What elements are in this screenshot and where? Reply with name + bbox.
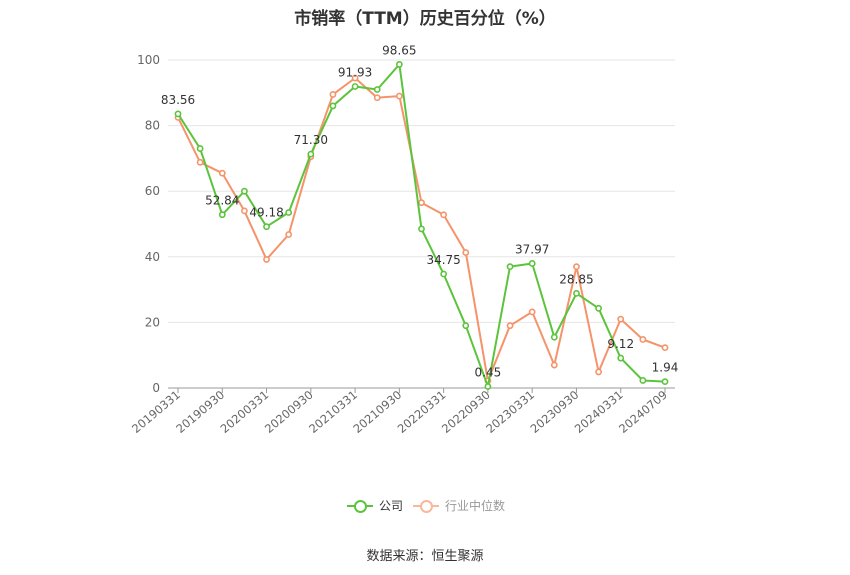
data-point-industry-median xyxy=(351,74,359,82)
data-point-company xyxy=(661,378,669,386)
chart-title: 市销率（TTM）历史百分位（%） xyxy=(294,9,556,29)
data-point-industry-median xyxy=(617,315,625,323)
data-point-company xyxy=(263,223,270,231)
x-tick-label: 20240331 xyxy=(572,388,626,436)
y-tick-label: 40 xyxy=(145,250,160,264)
data-label: 34.75 xyxy=(426,253,460,267)
data-point-company xyxy=(418,225,425,233)
data-point-industry-median xyxy=(373,94,381,102)
y-tick-label: 20 xyxy=(145,315,160,329)
data-point-company xyxy=(528,260,536,267)
data-label: 1.94 xyxy=(652,361,679,375)
data-point-company xyxy=(440,270,448,278)
data-point-company xyxy=(395,61,403,68)
data-point-industry-median xyxy=(241,207,248,215)
data-point-company xyxy=(484,383,492,390)
data-point-company xyxy=(285,209,293,216)
data-point-company xyxy=(373,86,381,93)
data-point-industry-median xyxy=(440,211,448,219)
data-point-industry-median xyxy=(462,249,470,256)
data-point-industry-median xyxy=(329,91,337,98)
data-label: 9.12 xyxy=(607,337,634,351)
x-tick-label: 20200930 xyxy=(262,388,316,436)
data-label: 98.65 xyxy=(382,43,416,57)
x-tick-label: 20230331 xyxy=(483,388,537,436)
data-point-industry-median xyxy=(573,263,580,271)
data-labels: 83.56 52.84 49.18 71.30 91.93 98.65 34.75 0.45 3… xyxy=(161,43,679,379)
x-tick-label: 20210930 xyxy=(350,388,404,436)
y-tick-label: 60 xyxy=(145,184,160,198)
data-point-company xyxy=(595,304,602,312)
legend-label-industry-median: 行业中位数 xyxy=(445,499,506,513)
data-label: 83.56 xyxy=(161,93,195,107)
y-tick-label: 0 xyxy=(152,381,160,395)
data-point-company xyxy=(218,211,226,219)
data-source: 数据来源：恒生聚源 xyxy=(366,549,484,564)
data-point-industry-median xyxy=(263,256,270,263)
legend-item-industry-median[interactable]: 行业中位数 xyxy=(413,497,505,514)
data-point-company xyxy=(241,187,248,195)
y-tick-label: 80 xyxy=(145,119,160,133)
data-label: 49.18 xyxy=(249,206,283,220)
data-point-company xyxy=(329,102,337,110)
data-point-industry-median xyxy=(550,361,558,369)
legend-label-company: 公司 xyxy=(379,499,404,513)
data-point-company xyxy=(196,145,204,152)
data-point-company xyxy=(550,333,558,341)
data-point-company xyxy=(174,110,182,118)
data-label: 0.45 xyxy=(475,366,502,380)
x-tick-label: 20190930 xyxy=(173,388,227,436)
data-label: 91.93 xyxy=(338,65,372,79)
legend-marker-industry-median xyxy=(413,499,439,513)
grid-lines xyxy=(168,59,675,323)
data-point-company xyxy=(307,150,315,158)
data-point-company xyxy=(639,377,647,384)
data-point-company xyxy=(573,289,580,297)
data-label: 71.30 xyxy=(294,133,328,147)
data-point-industry-median xyxy=(506,322,514,330)
legend-item-company[interactable]: 公司 xyxy=(347,497,403,514)
x-tick-label: 20220331 xyxy=(395,388,449,436)
data-point-industry-median xyxy=(418,199,425,207)
data-point-industry-median xyxy=(528,308,536,316)
series-layer xyxy=(174,61,669,390)
data-point-industry-median xyxy=(661,344,669,352)
data-point-company xyxy=(506,263,514,271)
data-point-industry-median xyxy=(285,231,293,238)
data-point-industry-median xyxy=(395,92,403,100)
y-tick-label: 100 xyxy=(137,53,160,67)
data-point-industry-median xyxy=(639,336,647,343)
data-label: 28.85 xyxy=(559,272,593,286)
x-tick-label: 20240709 xyxy=(616,388,670,436)
x-tick-label: 20210331 xyxy=(306,388,360,436)
x-tick-label: 20200331 xyxy=(218,388,272,436)
data-point-industry-median xyxy=(218,169,226,177)
data-point-company xyxy=(617,354,625,362)
x-tick-label: 20230930 xyxy=(528,388,582,436)
x-tick-label: 20220930 xyxy=(439,388,493,436)
data-label: 52.84 xyxy=(205,194,239,208)
data-point-company xyxy=(351,83,359,90)
data-point-industry-median xyxy=(595,368,602,376)
data-point-industry-median xyxy=(196,158,204,166)
data-label: 37.97 xyxy=(515,242,549,256)
legend-marker-company xyxy=(347,499,373,513)
data-point-company xyxy=(462,322,470,330)
